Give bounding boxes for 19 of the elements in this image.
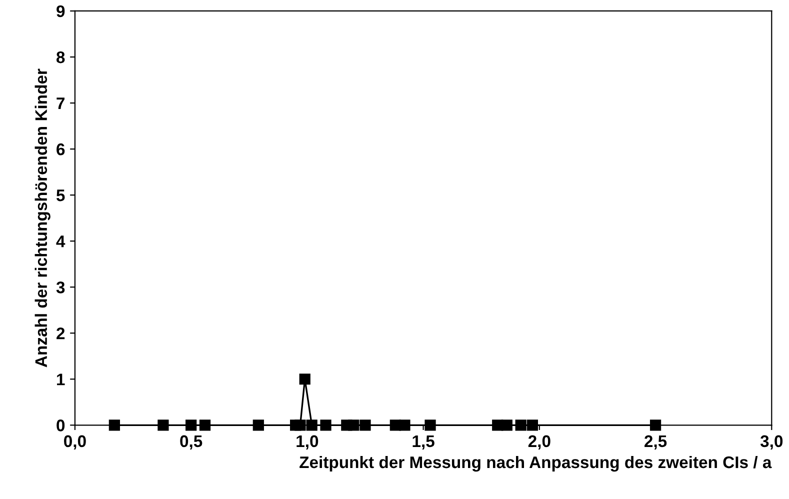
y-tick-label: 4: [56, 236, 66, 248]
y-tick-label: 1: [57, 374, 65, 386]
y-axis-title: Anzahl der richtungshörenden Kinder: [34, 68, 50, 368]
x-tick-label: 3,0: [760, 435, 783, 450]
x-tick-label: 0,5: [180, 435, 202, 450]
x-tick-label: 0,0: [64, 435, 86, 450]
x-axis-title: Zeitpunkt der Messung nach Anpassung des zweiten CIs / a: [300, 456, 772, 472]
y-tick-label: 8: [56, 51, 65, 64]
y-tick-label: 7: [56, 98, 64, 110]
y-tick-label: 3: [56, 281, 65, 294]
x-tick-label: 1,5: [412, 435, 434, 450]
x-tick-label: 2,0: [528, 435, 550, 450]
x-tick-label: 2,5: [644, 435, 667, 450]
y-tick-label: 2: [56, 328, 65, 340]
y-tick-label: 6: [56, 143, 65, 156]
y-tick-label: 5: [56, 190, 65, 202]
x-tick-label: 1,0: [296, 435, 318, 450]
y-tick-label: 0: [56, 420, 65, 432]
y-tick-label: 9: [56, 5, 65, 18]
